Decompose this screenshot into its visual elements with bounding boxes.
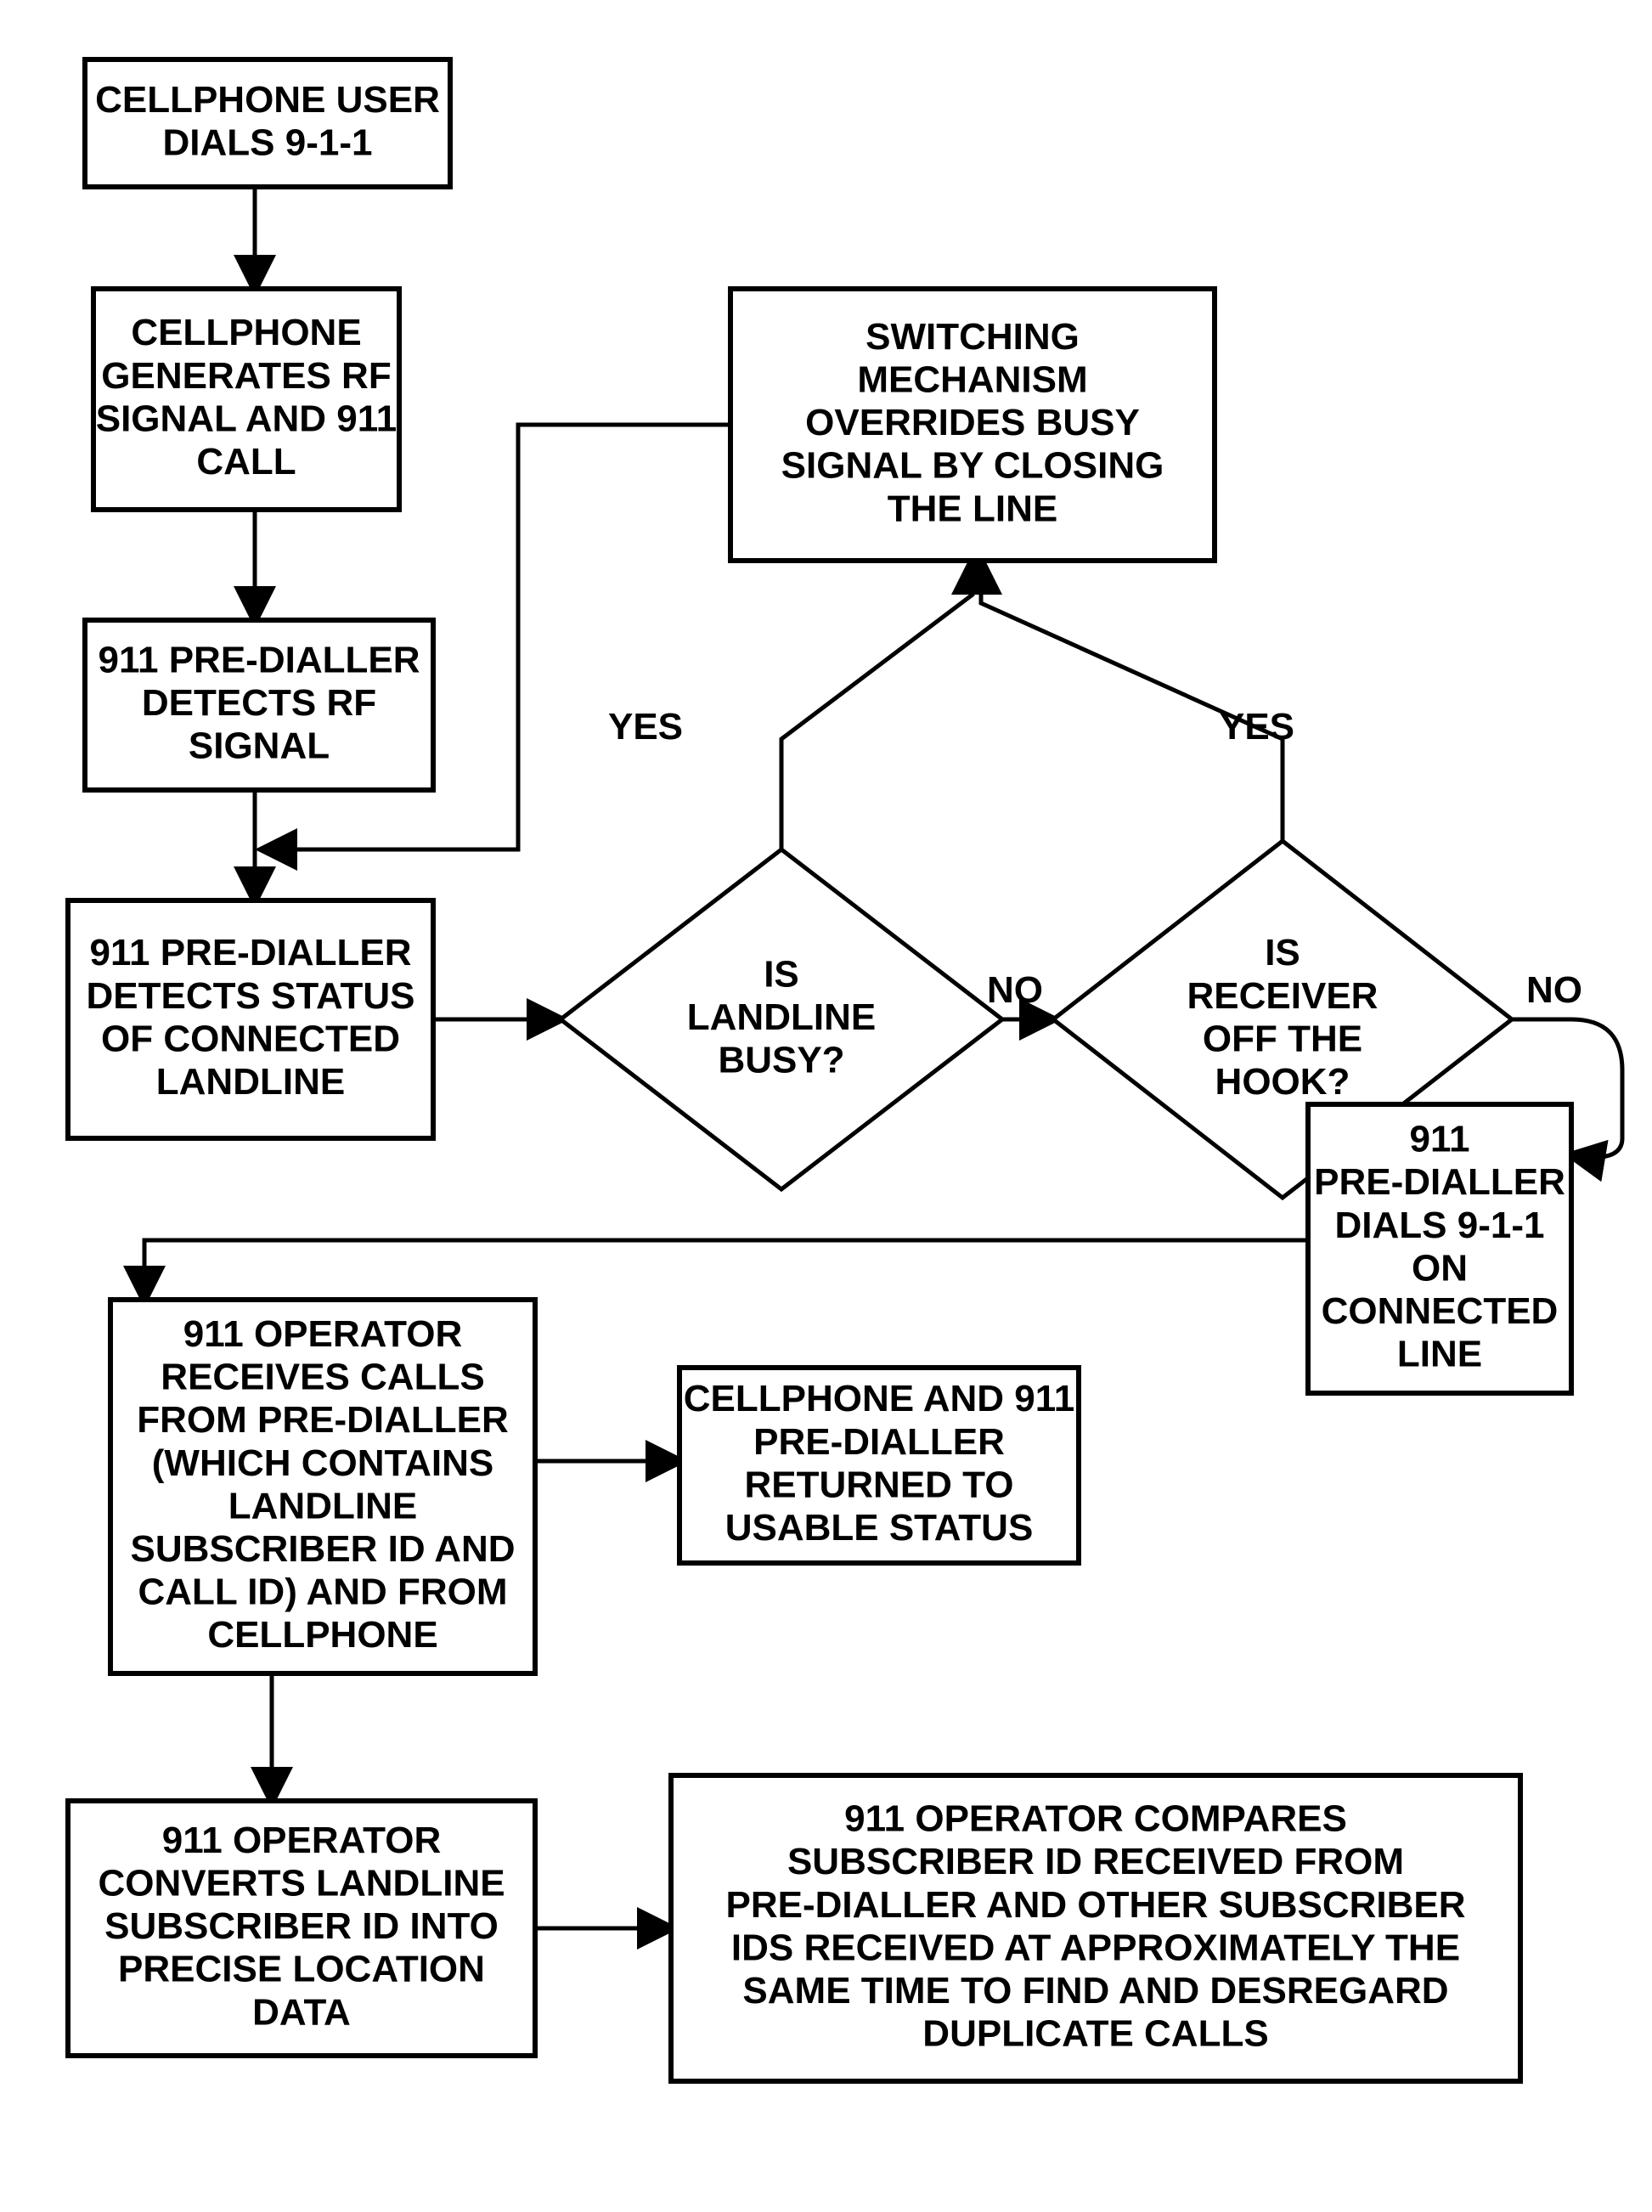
node-label-line: PRE-DIALLER — [753, 1421, 1005, 1463]
node-label-line: DUPLICATE CALLS — [922, 2013, 1268, 2055]
node-n9: 911 OPERATORCONVERTS LANDLINESUBSCRIBER … — [68, 1801, 535, 2056]
node-n8: CELLPHONE AND 911PRE-DIALLERRETURNED TOU… — [679, 1368, 1079, 1563]
node-label-line: (WHICH CONTAINS — [152, 1442, 493, 1484]
node-label-line: OVERRIDES BUSY — [805, 402, 1140, 443]
node-label-line: SIGNAL AND 911 — [96, 398, 397, 439]
edge-label-e5: YES — [608, 706, 683, 748]
edge-e7 — [981, 561, 1283, 844]
node-label-line: THE LINE — [888, 488, 1057, 529]
node-label-line: PRECISE LOCATION — [118, 1949, 485, 1990]
node-label-line: CONVERTS LANDLINE — [98, 1863, 505, 1904]
node-label-line: HOOK? — [1215, 1061, 1350, 1103]
node-label-line: CALL ID) AND FROM — [138, 1572, 507, 1613]
node-label-line: DIALS 9-1-1 — [163, 121, 373, 163]
node-label-line: 911 PRE-DIALLER — [90, 932, 412, 973]
node-label-line: CELLPHONE — [207, 1614, 437, 1656]
node-label-line: 911 — [1410, 1119, 1470, 1160]
node-label-line: SIGNAL — [189, 725, 330, 767]
node-label-line: 911 OPERATOR — [162, 1820, 442, 1861]
node-label-line: DETECTS STATUS — [86, 975, 414, 1017]
node-label-line: DETECTS RF — [142, 682, 376, 724]
node-label-line: PRE-DIALLER — [1314, 1161, 1565, 1203]
node-n1: CELLPHONE USERDIALS 9-1-1 — [85, 59, 450, 187]
node-label-line: 911 OPERATOR — [183, 1313, 463, 1355]
node-label-line: SUBSCRIBER ID INTO — [104, 1905, 499, 1947]
node-label-line: LANDLINE — [228, 1485, 417, 1526]
node-label-line: CELLPHONE USER — [95, 79, 440, 121]
node-label-line: SUBSCRIBER ID AND — [130, 1528, 515, 1570]
node-label-line: SIGNAL BY CLOSING — [781, 445, 1164, 487]
node-label-line: IDS RECEIVED AT APPROXIMATELY THE — [731, 1927, 1460, 1968]
node-label-line: USABLE STATUS — [725, 1507, 1034, 1549]
node-label-line: SWITCHING — [865, 316, 1080, 358]
node-label-line: 911 PRE-DIALLER — [99, 640, 420, 681]
node-n6: 911PRE-DIALLERDIALS 9-1-1ONCONNECTEDLINE — [1308, 1104, 1571, 1393]
edge-label-e8: NO — [1526, 969, 1582, 1011]
node-label-line: OFF THE — [1203, 1018, 1362, 1059]
edge-e5 — [781, 561, 973, 852]
node-label-line: 911 OPERATOR COMPARES — [844, 1798, 1347, 1840]
node-label-line: RETURNED TO — [745, 1464, 1014, 1505]
node-label-line: ON — [1412, 1247, 1468, 1289]
node-n3: 911 PRE-DIALLERDETECTS RFSIGNAL — [85, 620, 433, 790]
nodes-layer: CELLPHONE USERDIALS 9-1-1CELLPHONEGENERA… — [68, 59, 1571, 2081]
flowchart-svg: YESNOYESNO CELLPHONE USERDIALS 9-1-1CELL… — [0, 0, 1652, 2212]
node-n4: 911 PRE-DIALLERDETECTS STATUSOF CONNECTE… — [68, 900, 433, 1138]
node-label-line: IS — [1265, 932, 1300, 973]
node-label-line: LINE — [1397, 1334, 1482, 1375]
node-label-line: CELLPHONE — [131, 312, 361, 353]
node-label-line: RECEIVER — [1187, 975, 1379, 1017]
node-label-line: DIALS 9-1-1 — [1335, 1205, 1545, 1246]
node-label-line: CONNECTED — [1322, 1290, 1559, 1332]
node-label-line: LANDLINE — [687, 996, 876, 1038]
node-label-line: GENERATES RF — [101, 355, 391, 397]
node-label-line: CALL — [196, 441, 296, 482]
node-label-line: RECEIVES CALLS — [161, 1357, 484, 1398]
node-label-line: BUSY? — [718, 1040, 844, 1081]
node-n7: 911 OPERATORRECEIVES CALLSFROM PRE-DIALL… — [110, 1300, 535, 1673]
node-label-line: OF CONNECTED — [101, 1018, 400, 1059]
edge-e10 — [144, 1240, 1308, 1300]
edge-label-e6: NO — [987, 969, 1043, 1011]
node-d1: ISLANDLINEBUSY? — [561, 849, 1002, 1189]
node-label-line: PRE-DIALLER AND OTHER SUBSCRIBER — [725, 1884, 1465, 1926]
node-label-line: SUBSCRIBER ID RECEIVED FROM — [787, 1841, 1404, 1882]
node-n10: 911 OPERATOR COMPARESSUBSCRIBER ID RECEI… — [671, 1775, 1520, 2081]
node-n5: SWITCHINGMECHANISMOVERRIDES BUSYSIGNAL B… — [730, 289, 1215, 561]
node-label-line: LANDLINE — [156, 1061, 345, 1103]
node-label-line: SAME TIME TO FIND AND DESREGARD — [742, 1970, 1448, 2012]
node-label-line: DATA — [252, 1991, 351, 2033]
edge-label-e7: YES — [1220, 706, 1294, 748]
node-label-line: IS — [764, 954, 799, 996]
node-label-line: MECHANISM — [857, 359, 1087, 401]
node-n2: CELLPHONEGENERATES RFSIGNAL AND 911CALL — [93, 289, 399, 510]
node-label-line: FROM PRE-DIALLER — [137, 1399, 509, 1441]
node-label-line: CELLPHONE AND 911 — [684, 1378, 1074, 1419]
